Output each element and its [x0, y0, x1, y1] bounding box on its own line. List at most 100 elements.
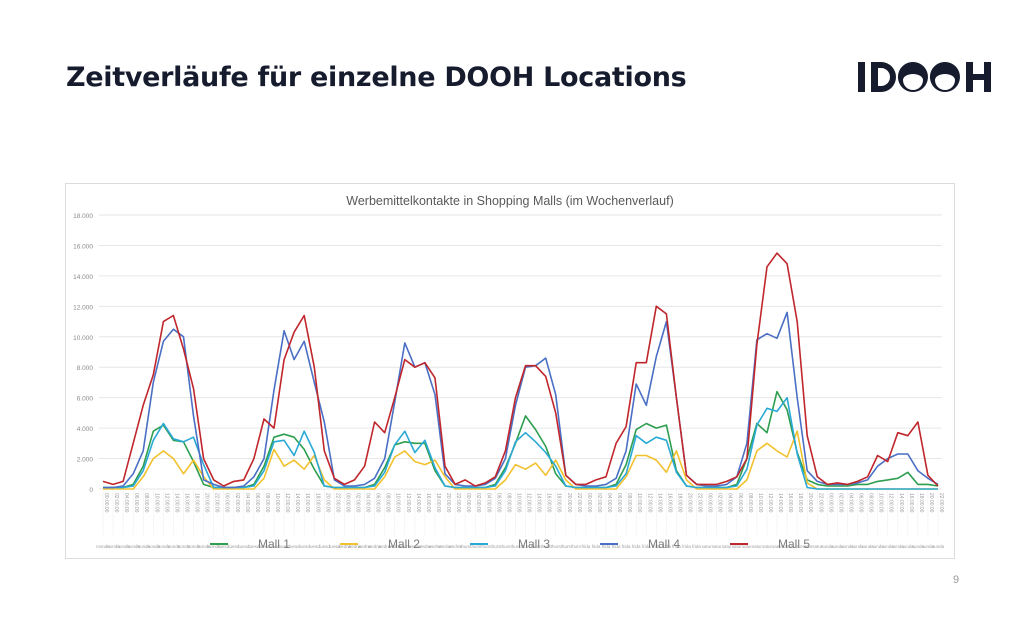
- x-tick-label: 06:00:00: [737, 493, 743, 513]
- x-tick-label: 08:00:00: [505, 493, 511, 513]
- legend-item-mall-3: Mall 3: [469, 537, 550, 551]
- x-tick-label: 04:00:00: [485, 493, 491, 513]
- x-day-label: monda: [187, 544, 201, 549]
- x-tick-label: 08:00:00: [264, 493, 270, 513]
- chart-container: Werbemittelkontakte in Shopping Malls (i…: [65, 183, 955, 559]
- line-chart-plot: 0 2.000 4.000 6.000 8.000 10.000 12.000 14.000 1…: [73, 213, 945, 549]
- x-day-label: frida: [652, 544, 661, 549]
- series-line-mall-3: [103, 396, 938, 490]
- y-tick-label: 4.000: [77, 426, 94, 433]
- x-tick-label: 06:00:00: [133, 493, 139, 513]
- x-day-label: satur: [802, 544, 813, 549]
- x-tick-label: 08:00:00: [385, 493, 391, 513]
- x-tick-label: 02:00:00: [596, 493, 602, 513]
- x-tick-label: 00:00:00: [586, 493, 592, 513]
- x-day-label: wedne: [348, 544, 362, 549]
- legend-label: Mall 4: [648, 537, 681, 551]
- y-tick-label: 10.000: [73, 335, 93, 342]
- x-tick-label: 12:00:00: [405, 493, 411, 513]
- x-day-label: sunda: [821, 544, 834, 549]
- x-day-label: satur: [732, 544, 743, 549]
- legend-label: Mall 3: [517, 537, 550, 551]
- x-day-label: wedne: [368, 544, 382, 549]
- x-tick-label: 18:00:00: [918, 493, 924, 513]
- x-tick-label: 10:00:00: [274, 493, 280, 513]
- x-day-label: wedne: [428, 544, 442, 549]
- x-tick-label: 18:00:00: [676, 493, 682, 513]
- x-tick-label: 22:00:00: [938, 493, 944, 513]
- x-day-label: satur: [772, 544, 783, 549]
- x-tick-label: 08:00:00: [143, 493, 149, 513]
- x-tick-label: 14:00:00: [415, 493, 421, 513]
- x-day-label: tuesd: [299, 544, 311, 549]
- x-tick-label: 16:00:00: [546, 493, 552, 513]
- x-tick-label: 02:00:00: [113, 493, 119, 513]
- x-day-label: tuesd: [309, 544, 321, 549]
- x-tick-label: 16:00:00: [787, 493, 793, 513]
- legend-label: Mall 1: [257, 537, 290, 551]
- x-tick-label: 16:00:00: [425, 493, 431, 513]
- series-line-mall-4: [103, 311, 939, 489]
- x-tick-label: 22:00:00: [334, 493, 340, 513]
- x-day-label: sunda: [882, 544, 895, 549]
- x-day-label: tuesd: [238, 544, 250, 549]
- x-day-label: sunda: [892, 544, 905, 549]
- x-day-label: thurs: [490, 544, 501, 549]
- legend-swatch-icon: [209, 543, 228, 545]
- x-day-label: frida: [602, 544, 611, 549]
- x-day-label: sunda: [922, 544, 935, 549]
- x-day-label: tuesd: [319, 544, 331, 549]
- x-tick-label: 06:00:00: [616, 493, 622, 513]
- x-tick-label: 00:00:00: [465, 493, 471, 513]
- x-day-label: monda: [207, 544, 221, 549]
- x-tick-label: 18:00:00: [314, 493, 320, 513]
- legend-swatch-icon: [339, 543, 358, 545]
- x-tick-label: 22:00:00: [455, 493, 461, 513]
- x-day-label: monda: [167, 544, 181, 549]
- x-day-label: sunda: [912, 544, 925, 549]
- x-tick-label: 04:00:00: [365, 493, 371, 513]
- x-day-label: wedne: [438, 544, 452, 549]
- x-tick-label: 12:00:00: [526, 493, 532, 513]
- series-line-mall-2: [103, 430, 938, 490]
- x-tick-label: 22:00:00: [576, 493, 582, 513]
- idooh-logo: [858, 60, 998, 96]
- x-tick-label: 18:00:00: [556, 493, 562, 513]
- legend-item-mall-5: Mall 5: [730, 537, 810, 551]
- x-day-label: monda: [156, 544, 170, 549]
- x-day-label: wedne: [418, 544, 432, 549]
- x-day-label: frida: [582, 544, 591, 549]
- x-day-label: thurs: [571, 544, 582, 549]
- x-day-label: satur: [782, 544, 793, 549]
- chart-title: Werbemittelkontakte in Shopping Malls (i…: [346, 194, 674, 208]
- x-tick-label: 14:00:00: [173, 493, 179, 513]
- x-day-label: monda: [116, 544, 130, 549]
- slide-title: Zeitverläufe für einzelne DOOH Locations: [66, 62, 687, 93]
- x-day-label: satur: [702, 544, 713, 549]
- x-day-label: monda: [197, 544, 211, 549]
- page-number: 9: [953, 574, 960, 586]
- x-day-label: satur: [722, 544, 733, 549]
- x-day-label: frida: [682, 544, 691, 549]
- x-tick-label: 16:00:00: [304, 493, 310, 513]
- x-day-label: wedne: [358, 544, 372, 549]
- x-day-label: thurs: [510, 544, 521, 549]
- x-day-label: tuesd: [289, 544, 301, 549]
- x-day-label: frida: [622, 544, 631, 549]
- x-day-label: sunda: [851, 544, 864, 549]
- y-tick-label: 14.000: [73, 274, 93, 281]
- x-day-label: frida: [662, 544, 671, 549]
- x-day-label: thurs: [460, 544, 471, 549]
- legend-swatch-icon: [600, 543, 618, 545]
- legend-swatch-icon: [730, 543, 749, 545]
- x-tick-label: 16:00:00: [183, 493, 189, 513]
- y-tick-label: 12.000: [73, 304, 93, 311]
- idooh-logo-icon: [858, 62, 991, 92]
- legend-item-mall-1: Mall 1: [209, 537, 290, 551]
- x-tick-label: 20:00:00: [566, 493, 572, 513]
- x-tick-label: 18:00:00: [797, 493, 803, 513]
- x-tick-label: 12:00:00: [646, 493, 652, 513]
- x-tick-label: 00:00:00: [707, 493, 713, 513]
- x-tick-label: 04:00:00: [727, 493, 733, 513]
- x-tick-label: 20:00:00: [204, 493, 210, 513]
